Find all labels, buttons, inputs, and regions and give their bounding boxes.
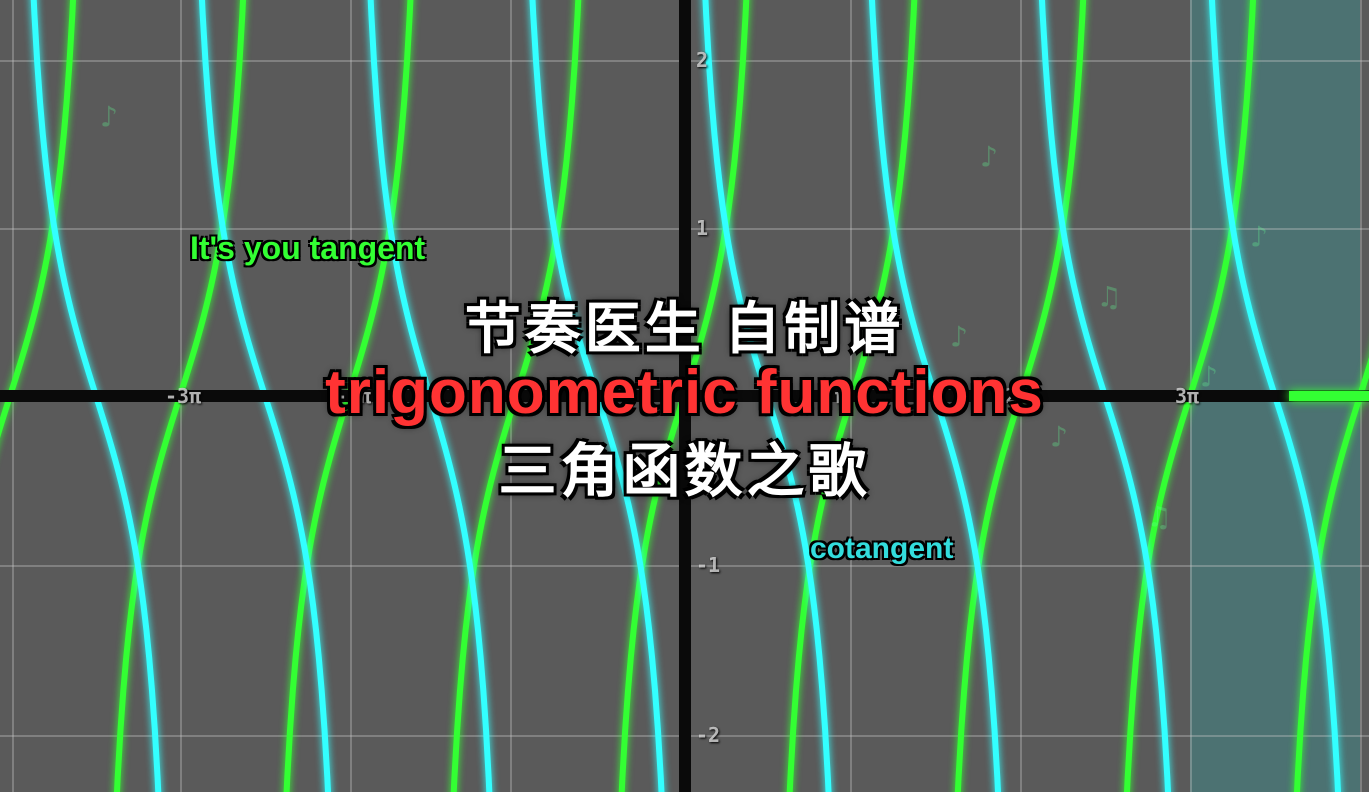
y-axis-label: 1 <box>696 216 708 240</box>
decoration-note-icon: ♪ <box>100 100 118 135</box>
title-overlay: 节奏医生 自制谱 trigonometric functions 三角函数之歌 <box>0 284 1369 508</box>
lyric-cotangent: cotangent <box>810 532 953 566</box>
y-axis-label: -2 <box>696 723 720 747</box>
title-chinese-top: 节奏医生 自制谱 <box>0 284 1369 365</box>
title-chinese-bottom: 三角函数之歌 <box>0 424 1369 508</box>
decoration-note-icon: ♪ <box>1250 220 1268 255</box>
y-axis-label: -1 <box>696 553 720 577</box>
y-axis-label: 2 <box>696 48 708 72</box>
decoration-note-icon: ♪ <box>980 140 998 175</box>
title-english: trigonometric functions <box>0 357 1369 428</box>
lyric-tangent: It's you tangent <box>190 230 425 267</box>
